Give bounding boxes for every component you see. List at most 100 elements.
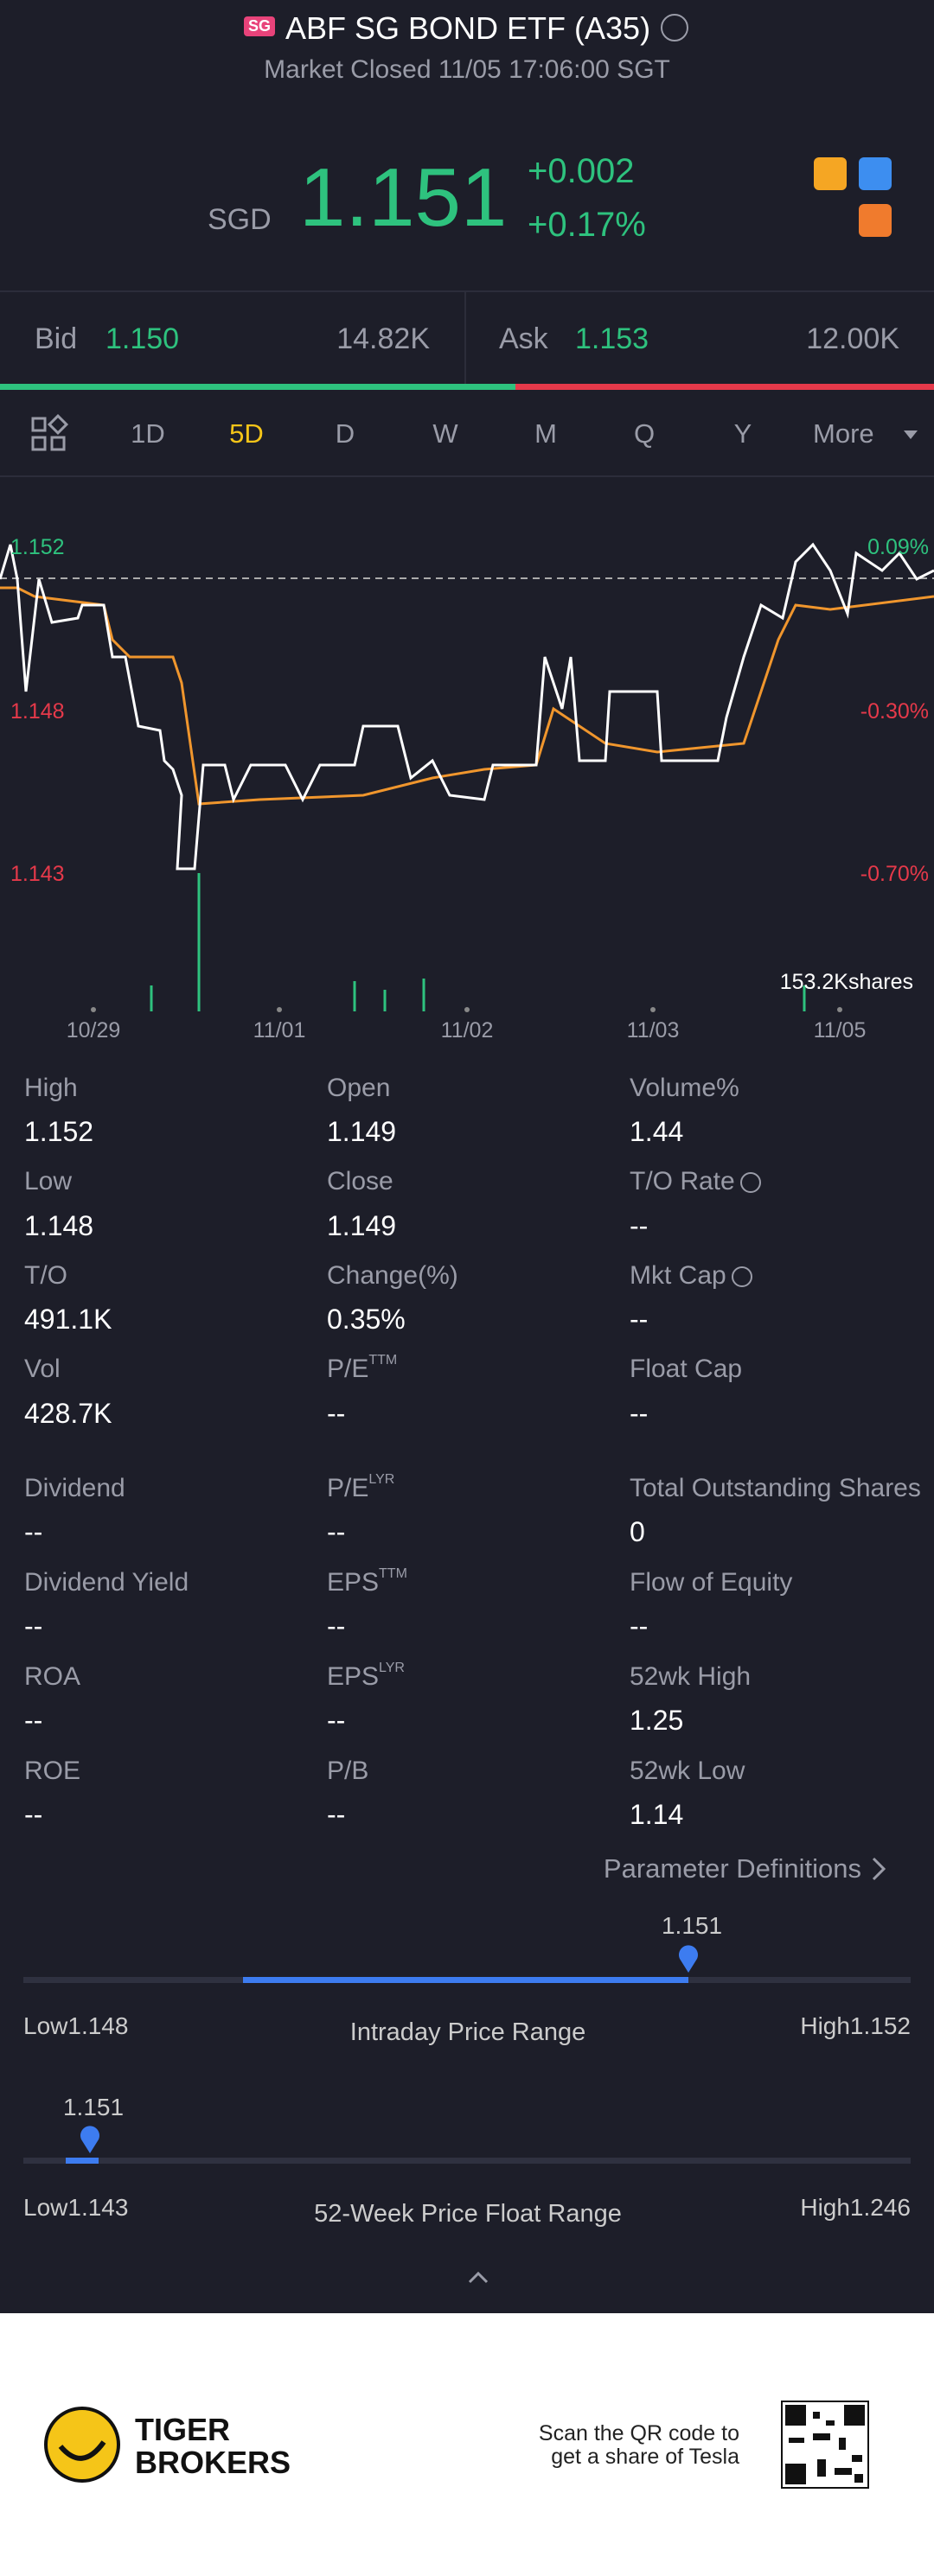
stat-label: ROE	[24, 1756, 81, 1785]
volume-label: 153.2Kshares	[779, 969, 913, 994]
stat-label: Float Cap	[630, 1355, 743, 1383]
range-low: Low1.148	[23, 2012, 129, 2039]
stat-value: 1.14	[630, 1799, 684, 1830]
date-label: 11/02	[440, 1017, 494, 1043]
stat-label: Low	[24, 1167, 73, 1196]
stat-value: --	[630, 1304, 649, 1335]
tab[interactable]: More	[813, 418, 874, 449]
logo-mark	[58, 2440, 106, 2461]
icon[interactable]	[859, 204, 892, 237]
stat-value: --	[24, 1516, 43, 1547]
stat-value: --	[327, 1705, 346, 1736]
subtitle: Market Closed 11/05 17:06:00 SGT	[264, 54, 670, 84]
currency: SGD	[208, 203, 272, 236]
range-high: High1.246	[800, 2194, 911, 2221]
stat-label: High	[24, 1073, 78, 1102]
stat-value: 491.1K	[24, 1304, 112, 1335]
stat-sup: TTM	[368, 1353, 398, 1368]
stat-label: T/O	[24, 1260, 67, 1290]
bid: 1.150	[106, 322, 180, 355]
range-fill	[66, 2158, 99, 2164]
bid-size: 14.82K	[336, 322, 430, 355]
range-current: 1.151	[62, 2094, 125, 2120]
stat-label: EPSLYR	[327, 1660, 405, 1691]
stat-value: --	[24, 1610, 43, 1642]
scan-text: Scan the QR code to	[538, 2420, 739, 2445]
title: ABF SG BOND ETF (A35)	[285, 10, 651, 46]
brand: TIGER	[135, 2411, 231, 2447]
stat-label: Close	[327, 1167, 393, 1196]
chevron[interactable]	[872, 1857, 886, 1881]
stat-value: 1.148	[24, 1209, 94, 1241]
stat-label: Dividend Yield	[24, 1567, 189, 1597]
date-label: 11/05	[813, 1017, 867, 1043]
stat-label: 52wk High	[630, 1661, 752, 1691]
stat-value: --	[327, 1516, 346, 1547]
info-icon[interactable]	[731, 1266, 752, 1287]
parameter-definitions[interactable]: Parameter Definitions	[603, 1853, 861, 1884]
range-track	[23, 2158, 911, 2164]
grid-icon	[31, 413, 69, 451]
range-title: Intraday Price Range	[349, 2018, 586, 2046]
y2-label: -0.70%	[860, 861, 929, 886]
stat-label: ROA	[24, 1661, 81, 1691]
tab[interactable]: D	[335, 418, 355, 449]
tab[interactable]: Q	[633, 418, 656, 449]
stat-value: --	[327, 1397, 346, 1429]
tab[interactable]: W	[432, 418, 458, 449]
tab[interactable]: 5D	[229, 418, 264, 449]
stat-value: --	[327, 1799, 346, 1830]
stat-label: Volume%	[630, 1073, 739, 1102]
stat-label: Flow of Equity	[630, 1567, 793, 1597]
stat-label: Total Outstanding Shares	[630, 1473, 921, 1502]
stat-value: --	[630, 1209, 649, 1241]
stat-label: Vol	[24, 1355, 61, 1383]
change-pct: +0.17%	[528, 206, 646, 244]
stat-value: --	[327, 1610, 346, 1642]
qr-code	[781, 2401, 869, 2489]
stat-value: 1.44	[630, 1116, 684, 1147]
stat-value: 1.25	[630, 1705, 684, 1736]
range-low: Low1.143	[23, 2194, 129, 2221]
date-label: 11/01	[253, 1017, 306, 1043]
tab[interactable]: 1D	[131, 418, 165, 449]
change: +0.002	[528, 152, 635, 190]
stat-sup: TTM	[379, 1565, 407, 1581]
scan-text: get a share of Tesla	[551, 2444, 739, 2469]
ask-bar	[515, 384, 934, 390]
stat-label: Mkt Cap	[630, 1259, 752, 1292]
stat-value: 0	[630, 1516, 645, 1547]
stat-label: P/B	[327, 1756, 369, 1785]
stat-label: EPSTTM	[327, 1565, 407, 1597]
brand: BROKERS	[135, 2444, 291, 2480]
tab[interactable]: M	[534, 418, 557, 449]
stat-value: --	[630, 1610, 649, 1642]
badge: SG	[244, 16, 276, 36]
tab[interactable]: Y	[733, 418, 752, 449]
y-label: 1.148	[10, 698, 65, 724]
y2-label: -0.30%	[860, 698, 929, 724]
icon[interactable]	[859, 157, 892, 190]
price-line	[0, 542, 934, 870]
info-icon[interactable]	[739, 1172, 761, 1194]
date-dots	[91, 1007, 842, 1012]
stat-label: T/O Rate	[630, 1164, 761, 1198]
stat-value: 0.35%	[327, 1304, 406, 1335]
bid-bar	[0, 384, 515, 390]
y-label: 1.143	[10, 861, 65, 886]
icon[interactable]	[814, 157, 847, 190]
range-current: 1.151	[661, 1912, 723, 1939]
stat-label: 52wk Low	[630, 1756, 745, 1785]
stat-value: 1.152	[24, 1116, 94, 1147]
help-icon[interactable]	[661, 14, 688, 41]
stat-label: P/ETTM	[327, 1353, 398, 1383]
stat-label: Dividend	[24, 1473, 125, 1502]
stat-value: 428.7K	[24, 1397, 112, 1429]
stat-sup: LYR	[368, 1471, 395, 1487]
ask-label: Ask	[499, 322, 548, 355]
stat-value: --	[630, 1397, 649, 1429]
expand-arrow[interactable]	[468, 2271, 489, 2284]
date-label: 11/03	[626, 1017, 680, 1043]
date-label: 10/29	[66, 1017, 121, 1043]
